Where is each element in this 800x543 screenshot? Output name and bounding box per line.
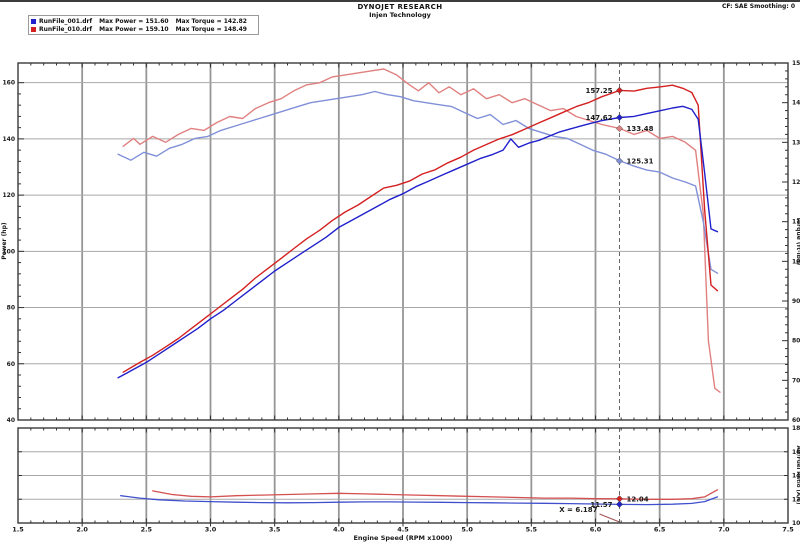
cursor-x-leader bbox=[599, 513, 620, 523]
legend-max-torque: Max Torque = 142.82 bbox=[175, 17, 247, 25]
power-tick-label: 40 bbox=[7, 417, 15, 424]
cursor-value-label: 12.04 bbox=[626, 495, 648, 503]
afr-tick-label: 10 bbox=[792, 520, 800, 527]
power-tick-label: 140 bbox=[2, 136, 15, 143]
torque-axis-title: Torque (ft-lbs) bbox=[795, 217, 800, 266]
cursor-value-label: 11.57 bbox=[590, 501, 612, 509]
torque-tick-label: 120 bbox=[792, 179, 800, 186]
legend-run-file: RunFile_010.drf bbox=[39, 25, 93, 33]
run-001-torque-curve bbox=[117, 90, 719, 274]
x-tick-label: 2.0 bbox=[76, 526, 88, 534]
power-axis-title: Power (hp) bbox=[1, 222, 8, 259]
legend-run-file: RunFile_001.drf bbox=[39, 17, 93, 25]
run-001-color-swatch bbox=[31, 18, 36, 24]
cursor-marker-diamond bbox=[615, 157, 624, 165]
power-tick-label: 60 bbox=[7, 361, 15, 368]
cursor-marker-diamond bbox=[615, 113, 624, 122]
power-tick-label: 120 bbox=[2, 192, 15, 199]
main-plot-border bbox=[17, 62, 789, 421]
run-010-power-curve bbox=[122, 84, 719, 373]
x-tick-label: 5.0 bbox=[461, 526, 473, 534]
run-legend: RunFile_001.drf Max Power = 151.60 Max T… bbox=[28, 15, 259, 35]
power-tick-label: 100 bbox=[2, 248, 15, 255]
app-subtitle: Injen Technology bbox=[369, 11, 431, 19]
x-tick-label: 4.0 bbox=[333, 526, 345, 534]
afr-tick-label: 16 bbox=[792, 449, 800, 456]
x-tick-label: 1.5 bbox=[12, 526, 24, 534]
afr-tick-label: 14 bbox=[792, 473, 800, 480]
torque-tick-label: 130 bbox=[792, 139, 800, 146]
legend-max-torque: Max Torque = 148.49 bbox=[175, 25, 247, 33]
x-tick-label: 3.0 bbox=[205, 526, 217, 534]
x-tick-label: 6.5 bbox=[654, 526, 666, 534]
legend-max-power: Max Power = 159.10 bbox=[99, 25, 169, 33]
app-title: DYNOJET RESEARCH bbox=[357, 3, 443, 11]
legend-run-row-010: RunFile_010.drf Max Power = 159.10 Max T… bbox=[31, 25, 254, 33]
torque-tick-label: 70 bbox=[792, 377, 800, 384]
correction-smoothing-info: CF: SAE Smoothing: 0 bbox=[721, 3, 795, 10]
window-top-strip bbox=[0, 0, 800, 2]
cursor-value-label: 125.31 bbox=[626, 157, 653, 165]
x-tick-label: 3.5 bbox=[269, 526, 281, 534]
run-001-power-curve bbox=[117, 105, 719, 379]
torque-tick-label: 150 bbox=[792, 60, 800, 67]
legend-run-row-001: RunFile_001.drf Max Power = 151.60 Max T… bbox=[31, 17, 254, 25]
afr-axis-title: Air/Fuel Ratio (A/F) bbox=[795, 446, 800, 505]
torque-tick-label: 110 bbox=[792, 219, 800, 226]
cursor-value-label: 157.25 bbox=[585, 87, 612, 95]
cursor-marker-diamond bbox=[615, 86, 624, 94]
run-010-color-swatch bbox=[31, 26, 36, 32]
x-tick-label: 7.0 bbox=[718, 526, 730, 534]
x-tick-label: 5.5 bbox=[526, 526, 538, 534]
power-tick-label: 160 bbox=[2, 80, 15, 87]
x-axis-title: Engine Speed (RPM x1000) bbox=[353, 534, 452, 542]
cursor-marker-diamond bbox=[615, 500, 624, 508]
afr-plot-border bbox=[17, 427, 789, 524]
power-tick-label: 80 bbox=[7, 305, 15, 312]
run-001-afr-curve bbox=[120, 495, 719, 506]
cursor-value-label: 147.62 bbox=[585, 114, 612, 122]
x-tick-label: 2.5 bbox=[141, 526, 153, 534]
torque-tick-label: 140 bbox=[792, 100, 800, 107]
torque-tick-label: 90 bbox=[792, 298, 800, 305]
run-010-torque-curve bbox=[122, 68, 721, 393]
cursor-value-label: 133.48 bbox=[626, 125, 653, 133]
x-tick-label: 6.0 bbox=[590, 526, 602, 534]
torque-tick-label: 80 bbox=[792, 338, 800, 345]
run-010-afr-curve bbox=[152, 489, 719, 500]
torque-tick-label: 100 bbox=[792, 258, 800, 265]
cursor-x-label: X = 6.187 bbox=[559, 506, 597, 514]
x-tick-label: 7.5 bbox=[782, 526, 794, 534]
cursor-marker-diamond bbox=[615, 124, 624, 133]
torque-tick-label: 60 bbox=[792, 417, 800, 424]
afr-tick-label: 18 bbox=[792, 425, 800, 432]
afr-tick-label: 12 bbox=[792, 496, 800, 503]
x-tick-label: 4.5 bbox=[397, 526, 409, 534]
legend-max-power: Max Power = 151.60 bbox=[99, 17, 169, 25]
